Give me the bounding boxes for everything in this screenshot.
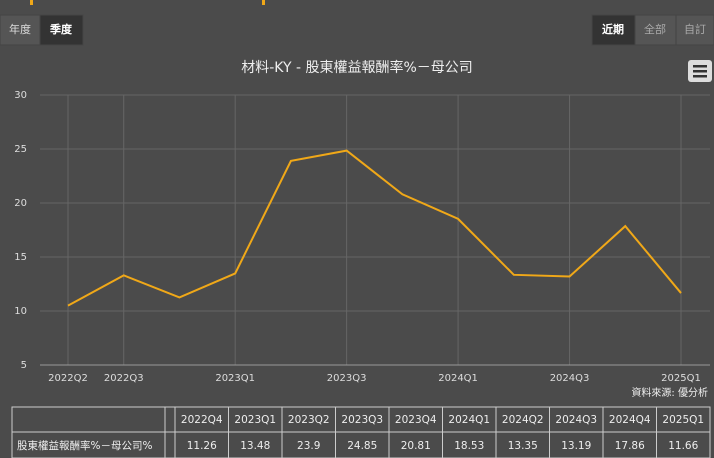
table-value: 13.19	[561, 440, 591, 452]
y-tick-label: 30	[14, 90, 27, 101]
toolbar: 年度 季度 近期 全部 自訂	[0, 14, 714, 46]
table-value: 18.53	[454, 440, 484, 452]
column-header: 2022Q4	[181, 414, 223, 426]
menu-bar	[693, 75, 707, 78]
tab[interactable]	[0, 14, 41, 46]
table-cell	[656, 431, 711, 458]
table-value: 13.35	[508, 440, 538, 452]
x-tick-label: 2022Q2	[48, 373, 88, 384]
column-header: 2023Q2	[288, 414, 330, 426]
column-header: 2024Q1	[448, 414, 490, 426]
table-value: 20.81	[401, 440, 431, 452]
column-header: 2024Q2	[502, 414, 544, 426]
column-header: 2024Q3	[555, 414, 597, 426]
x-tick-label: 2024Q1	[438, 373, 478, 384]
y-tick-label: 5	[21, 360, 27, 371]
column-header: 2023Q4	[395, 414, 437, 426]
x-tick-label: 2024Q3	[550, 373, 590, 384]
accent	[262, 0, 265, 5]
chart-title: 材料-KY - 股東權益報酬率%－母公司	[241, 59, 473, 76]
x-tick-label: 2025Q1	[661, 373, 701, 384]
column-header: 2025Q1	[662, 414, 704, 426]
x-tick-label: 2022Q3	[104, 373, 144, 384]
y-tick-label: 20	[14, 198, 27, 209]
tab-label[interactable]: 季度	[49, 22, 73, 36]
y-tick-label: 25	[14, 144, 27, 155]
y-tick-label: 15	[14, 252, 27, 263]
accent	[30, 0, 33, 5]
source: 資料來源: 優分析	[631, 386, 708, 399]
column-header: 2023Q1	[234, 414, 276, 426]
row-label: 股東權益報酬率%－母公司%	[17, 439, 152, 452]
tab-label[interactable]: 自訂	[684, 22, 706, 36]
menu-bar	[693, 65, 707, 68]
table-value: 13.48	[240, 440, 270, 452]
tab[interactable]	[675, 14, 714, 46]
tab-label[interactable]: 年度	[9, 22, 31, 36]
menu-bar	[693, 70, 707, 73]
table-value: 24.85	[347, 440, 377, 452]
data-table: 股東權益報酬率%－母公司%	[11, 406, 176, 458]
column-header: 2024Q4	[609, 414, 651, 426]
table-value: 11.66	[668, 440, 698, 452]
table-value: 17.86	[615, 440, 645, 452]
tab-label[interactable]: 全部	[644, 22, 666, 36]
tab[interactable]	[634, 14, 677, 46]
tab-label[interactable]: 近期	[602, 22, 624, 36]
x-tick-label: 2023Q3	[327, 373, 367, 384]
table-value: 11.26	[187, 440, 217, 452]
line	[67, 149, 682, 307]
menu-icon[interactable]	[688, 60, 712, 82]
y-tick-label: 10	[14, 306, 27, 317]
table-value: 23.9	[297, 440, 320, 452]
x-tick-label: 2023Q1	[215, 373, 255, 384]
tab-active[interactable]	[39, 14, 84, 46]
column-header: 2023Q3	[341, 414, 383, 426]
